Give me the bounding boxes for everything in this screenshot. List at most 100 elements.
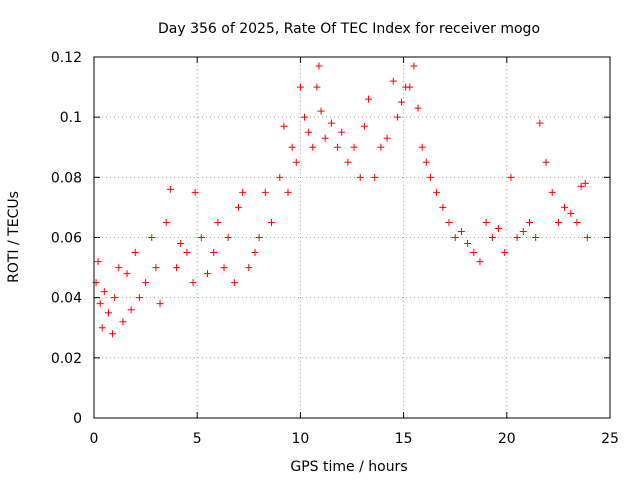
data-point [305, 128, 313, 136]
data-point [301, 113, 309, 121]
data-point [344, 158, 352, 166]
data-point [234, 203, 242, 211]
data-point [414, 104, 422, 112]
data-point [371, 173, 379, 181]
data-points [92, 62, 591, 338]
data-point [177, 240, 185, 248]
data-point [111, 294, 119, 302]
x-tick-labels: 0 5 10 15 20 25 [90, 431, 619, 447]
data-point [451, 234, 459, 241]
data-point [360, 122, 368, 130]
data-point [422, 158, 430, 166]
data-point [166, 185, 174, 193]
data-point [321, 134, 329, 142]
y-tick-labels: 0 0.02 0.04 0.06 0.08 0.1 0.12 [51, 50, 82, 427]
data-point [292, 158, 300, 166]
x-tick-label: 10 [291, 431, 309, 447]
data-point [173, 264, 181, 272]
data-point [554, 218, 562, 226]
data-point [317, 107, 325, 115]
data-point [251, 249, 259, 257]
y-tick-label: 0 [73, 411, 82, 427]
data-point [573, 218, 581, 226]
data-point [426, 173, 434, 181]
data-point [189, 279, 197, 287]
data-point [183, 249, 191, 257]
data-point [104, 309, 112, 317]
data-point [532, 234, 540, 241]
data-point [439, 203, 447, 211]
data-point [96, 300, 104, 308]
data-point [577, 182, 585, 190]
data-point [131, 249, 139, 257]
data-point [313, 83, 321, 91]
x-tick-label: 25 [601, 431, 619, 447]
data-point [210, 249, 218, 257]
data-point [100, 288, 108, 296]
data-point [115, 264, 123, 272]
data-point [418, 143, 426, 151]
data-point [261, 188, 269, 196]
chart-title: Day 356 of 2025, Rate Of TEC Index for r… [158, 21, 540, 37]
data-point [561, 203, 569, 211]
data-point [239, 188, 247, 196]
x-tick-label: 0 [90, 431, 99, 447]
x-axis-label: GPS time / hours [290, 459, 407, 475]
data-point [162, 218, 170, 226]
data-point [536, 119, 544, 127]
grid-lines [94, 57, 610, 418]
data-point [148, 234, 156, 241]
data-point [268, 218, 276, 226]
data-point [526, 218, 534, 226]
data-point [513, 234, 521, 241]
data-point [204, 270, 212, 278]
data-point [488, 234, 496, 241]
data-point [142, 279, 150, 287]
data-point [152, 264, 160, 272]
data-point [191, 188, 199, 196]
y-tick-label: 0.06 [51, 231, 82, 247]
data-point [220, 264, 228, 272]
data-point [445, 218, 453, 226]
data-point [119, 318, 127, 326]
y-tick-label: 0.1 [60, 110, 82, 126]
data-point [288, 143, 296, 151]
x-tick-label: 5 [193, 431, 202, 447]
data-point [507, 173, 515, 181]
data-point [296, 83, 304, 91]
data-point [389, 77, 397, 85]
axis-ticks [93, 56, 611, 419]
data-point [98, 324, 106, 332]
data-point [398, 98, 406, 106]
data-point [230, 279, 238, 287]
data-point [94, 258, 102, 266]
data-point [123, 270, 131, 278]
y-tick-label: 0.12 [51, 50, 82, 66]
data-point [327, 119, 335, 127]
data-point [542, 158, 550, 166]
data-point [284, 188, 292, 196]
y-tick-label: 0.02 [51, 351, 82, 367]
data-point [356, 173, 364, 181]
data-point [383, 134, 391, 142]
data-point [135, 294, 143, 302]
data-point [393, 113, 401, 121]
data-point [581, 179, 589, 187]
data-point [464, 240, 472, 248]
data-point [548, 188, 556, 196]
data-point [406, 83, 414, 91]
data-point [156, 300, 164, 308]
data-point [495, 224, 503, 232]
data-point [350, 143, 358, 151]
data-point [245, 264, 253, 272]
data-point [255, 234, 263, 241]
data-point [567, 209, 575, 217]
data-point [365, 95, 373, 103]
data-point [309, 143, 317, 151]
data-point [482, 218, 490, 226]
x-tick-label: 15 [395, 431, 413, 447]
data-point [214, 218, 222, 226]
data-point [457, 227, 465, 235]
